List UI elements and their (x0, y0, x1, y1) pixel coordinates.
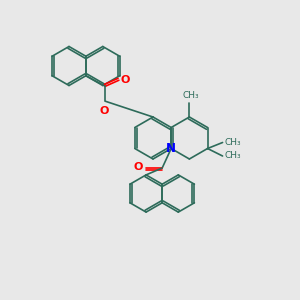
Text: O: O (134, 161, 143, 172)
Text: CH₃: CH₃ (224, 138, 241, 147)
Text: CH₃: CH₃ (183, 92, 199, 100)
Text: O: O (99, 106, 109, 116)
Text: CH₃: CH₃ (224, 152, 241, 160)
Text: O: O (120, 75, 130, 85)
Text: N: N (166, 142, 176, 155)
